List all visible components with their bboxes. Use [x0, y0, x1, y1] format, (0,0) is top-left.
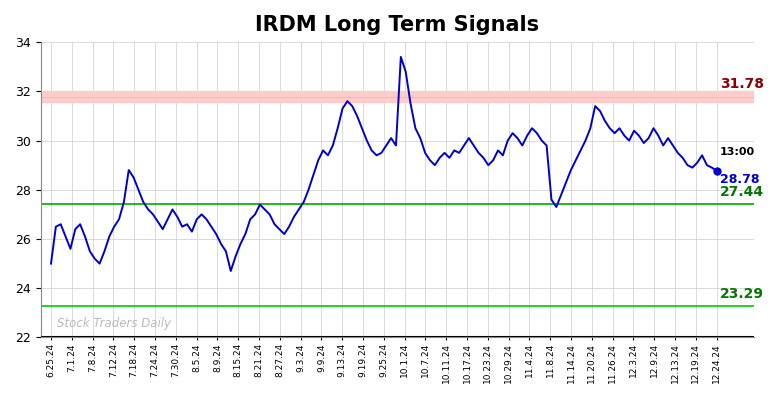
Text: 13:00: 13:00	[720, 147, 755, 157]
Text: 28.78: 28.78	[720, 173, 759, 186]
Bar	[41, 91, 754, 102]
Text: Stock Traders Daily: Stock Traders Daily	[57, 317, 171, 330]
Text: 31.78: 31.78	[720, 76, 764, 91]
Title: IRDM Long Term Signals: IRDM Long Term Signals	[256, 15, 539, 35]
Text: 23.29: 23.29	[720, 287, 764, 301]
Text: 27.44: 27.44	[720, 185, 764, 199]
